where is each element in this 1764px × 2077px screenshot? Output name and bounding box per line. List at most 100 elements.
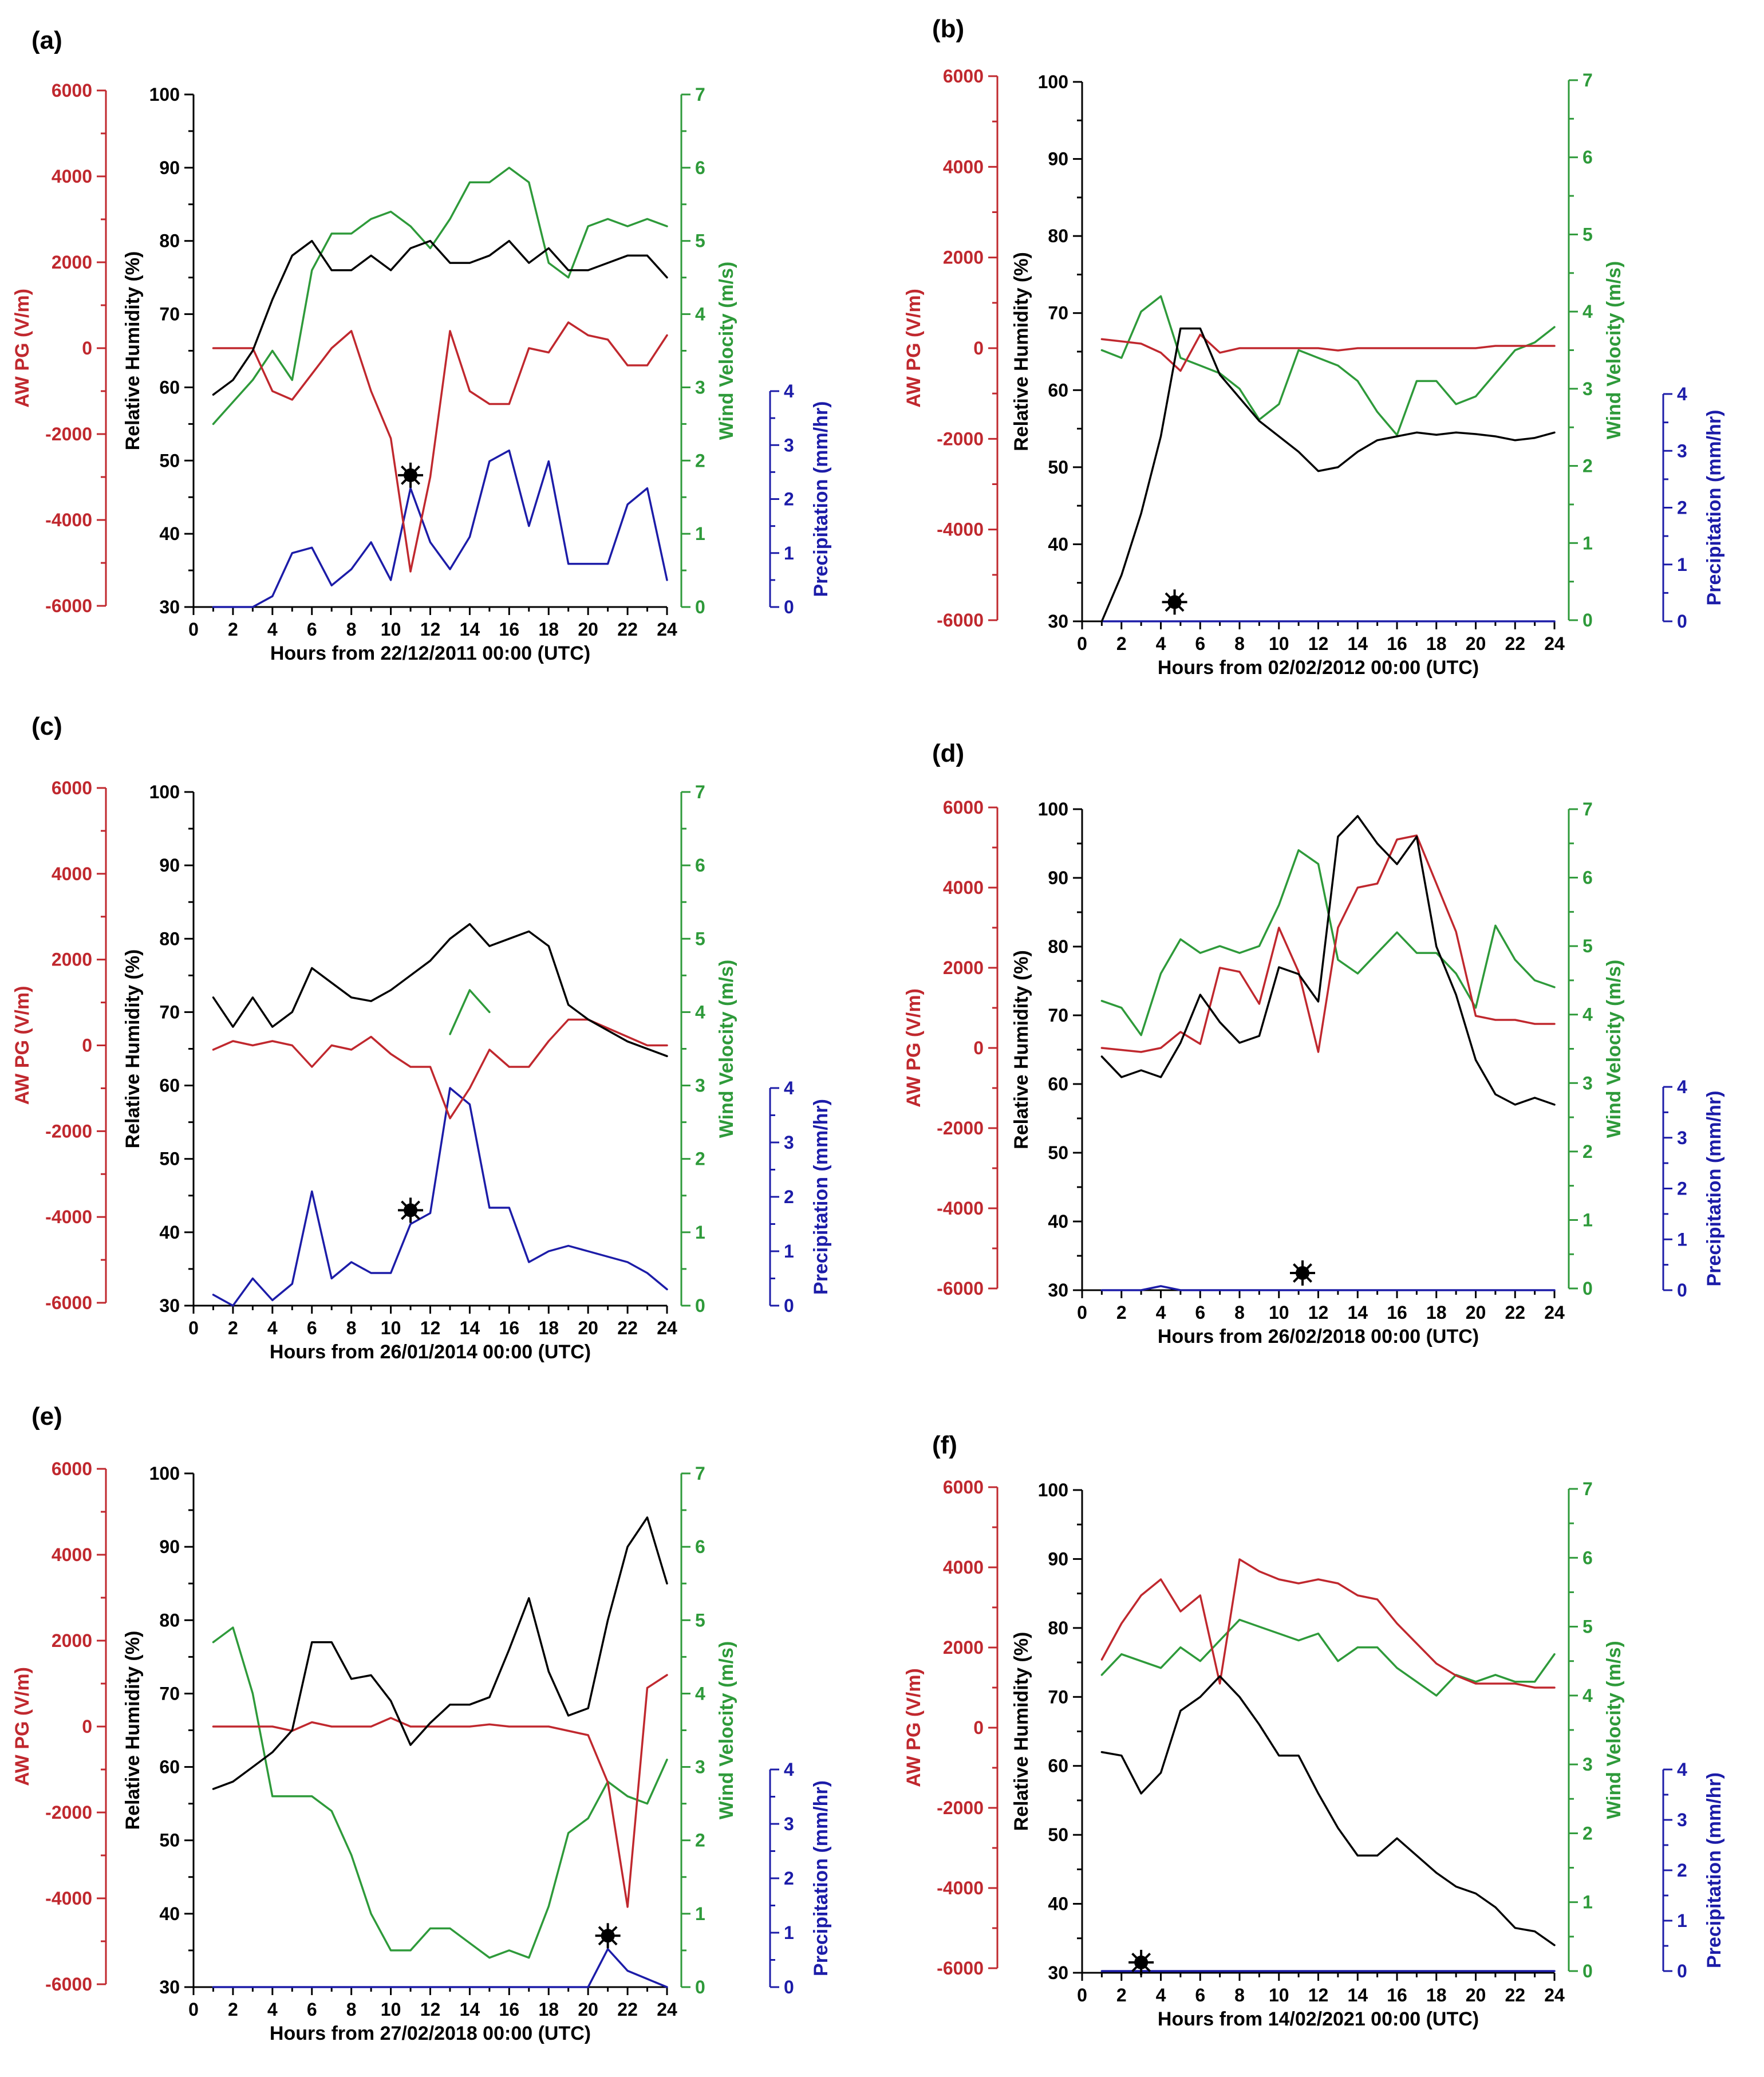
rh-axis-tick-label: 70 <box>1048 303 1068 324</box>
wind-axis: 0 1 2 3 4 5 6 7 <box>680 84 705 617</box>
wind-axis-tick-label: 7 <box>1583 1479 1593 1499</box>
x-tick-label: 10 <box>381 1999 401 2020</box>
wind-axis-tick-label: 7 <box>695 782 705 802</box>
rh-axis: 30 40 50 60 70 80 90 100 <box>149 1463 195 1997</box>
rh-axis-tick-label: 80 <box>159 928 180 949</box>
x-tick-label: 18 <box>1426 1302 1447 1323</box>
x-axis-title: Hours from 26/01/2014 00:00 (UTC) <box>270 1341 591 1363</box>
precip-axis-tick-label: 4 <box>784 1078 794 1098</box>
wind-axis-tick-label: 0 <box>1583 1278 1593 1299</box>
x-tick-label: 4 <box>267 1318 278 1338</box>
wind-axis: 0 1 2 3 4 5 6 7 <box>1568 799 1593 1299</box>
pg-axis-tick-label: 0 <box>82 1035 92 1056</box>
precip-axis-tick-label: 0 <box>1677 611 1687 632</box>
x-tick-label: 22 <box>1505 1302 1525 1323</box>
series-line-rh <box>212 1516 668 1790</box>
panel-label: (d) <box>932 739 964 767</box>
rh-axis-tick-label: 30 <box>1048 1962 1068 1983</box>
wind-axis-tick-label: 1 <box>1583 1209 1593 1230</box>
rh-axis-tick-label: 100 <box>149 1463 180 1484</box>
precip-axis-tick-label: 1 <box>1677 1910 1687 1931</box>
pg-axis-tick-label: 0 <box>973 1717 984 1738</box>
pg-axis-tick-label: 6000 <box>52 1459 92 1479</box>
x-tick-label: 14 <box>1347 633 1368 654</box>
wind-axis-tick-label: 0 <box>695 1977 705 1997</box>
x-tick-label: 4 <box>267 619 278 640</box>
x-tick-label: 8 <box>1234 1302 1245 1323</box>
x-tick-label: 0 <box>188 619 199 640</box>
pg-axis-tick-label: 2000 <box>52 252 92 273</box>
rh-axis-tick-label: 90 <box>1048 868 1068 888</box>
precip-axis-tick-label: 2 <box>784 1187 794 1207</box>
panel-label: (e) <box>31 1402 62 1430</box>
x-tick-label: 14 <box>460 619 480 640</box>
x-tick-label: 22 <box>1505 1985 1525 2005</box>
precip-axis-tick-label: 3 <box>1677 1810 1687 1830</box>
x-tick-label: 20 <box>1466 1985 1486 2005</box>
precip-axis-tick-label: 1 <box>784 543 794 563</box>
pg-axis-tick-label: -4000 <box>45 1888 92 1909</box>
series-line-pg <box>212 321 668 573</box>
x-tick-label: 0 <box>188 1999 199 2020</box>
pg-axis-tick-label: -6000 <box>45 1292 92 1313</box>
x-tick-label: 12 <box>420 619 441 640</box>
wind-axis-tick-label: 6 <box>1583 147 1593 168</box>
panel-label: (c) <box>31 712 62 740</box>
wind-axis: 0 1 2 3 4 5 6 7 <box>680 1463 705 1997</box>
wind-axis-tick-label: 5 <box>1583 936 1593 956</box>
precip-axis: 0 1 2 3 4 <box>769 381 794 617</box>
pg-axis-tick-label: -6000 <box>45 596 92 616</box>
wind-axis-tick-label: 6 <box>1583 868 1593 888</box>
wind-axis-tick-label: 2 <box>695 450 705 471</box>
pg-axis-tick-label: 4000 <box>52 864 92 884</box>
rh-axis-tick-label: 60 <box>159 377 180 397</box>
wind-axis-tick-label: 3 <box>695 1075 705 1096</box>
pg-axis: -6000 -4000 -2000 0 2000 4000 6000 <box>937 1477 999 1979</box>
x-tick-label: 16 <box>499 1999 520 2020</box>
x-tick-label: 6 <box>307 619 317 640</box>
series-line-wind <box>1100 849 1556 1036</box>
rh-axis-tick-label: 70 <box>1048 1005 1068 1026</box>
series-line-precip <box>212 449 668 608</box>
pg-axis-tick-label: -4000 <box>45 510 92 530</box>
rh-axis-tick-label: 80 <box>1048 226 1068 246</box>
rh-axis-tick-label: 30 <box>159 597 180 617</box>
precip-axis: 0 1 2 3 4 <box>769 1759 794 1997</box>
event-marker <box>595 1923 621 1949</box>
x-tick-label: 20 <box>578 1318 598 1338</box>
wind-axis-tick-label: 0 <box>1583 1961 1593 1981</box>
x-tick-label: 4 <box>1156 1302 1166 1323</box>
precip-axis-tick-label: 1 <box>784 1922 794 1943</box>
wind-axis-tick-label: 3 <box>695 377 705 397</box>
wind-axis-tick-label: 7 <box>1583 70 1593 90</box>
wind-axis-tick-label: 5 <box>695 1610 705 1630</box>
rh-axis-tick-label: 90 <box>1048 1548 1068 1569</box>
precip-axis-tick-label: 3 <box>784 1132 794 1153</box>
pg-axis-tick-label: 0 <box>973 1038 984 1058</box>
x-tick-label: 22 <box>617 1999 638 2020</box>
panel-a: (a)-6000-4000-20000200040006000304050607… <box>11 26 832 664</box>
rh-axis-tick-label: 70 <box>159 1002 180 1022</box>
rh-axis-tick-label: 40 <box>1048 1211 1068 1232</box>
wind-axis-tick-label: 5 <box>1583 224 1593 245</box>
x-tick-label: 24 <box>1544 1985 1565 2005</box>
wind-axis-tick-label: 0 <box>695 597 705 617</box>
pg-axis-tick-label: 4000 <box>943 156 984 177</box>
x-tick-label: 4 <box>267 1999 278 2020</box>
wind-axis-title: Wind Velocity (m/s) <box>716 262 737 440</box>
event-marker <box>1128 1949 1154 1975</box>
rh-axis-tick-label: 50 <box>159 1830 180 1851</box>
series-line-pg <box>212 1018 668 1120</box>
pg-axis-title: AW PG (V/m) <box>11 1667 33 1786</box>
rh-axis-tick-label: 30 <box>1048 611 1068 632</box>
rh-axis-tick-label: 60 <box>1048 1074 1068 1094</box>
wind-axis-tick-label: 0 <box>1583 610 1593 630</box>
pg-axis-tick-label: -2000 <box>937 1798 984 1818</box>
pg-axis-tick-label: 0 <box>82 1716 92 1737</box>
x-tick-label: 14 <box>460 1999 480 2020</box>
x-tick-label: 24 <box>657 1318 677 1338</box>
pg-axis-title: AW PG (V/m) <box>903 289 925 408</box>
